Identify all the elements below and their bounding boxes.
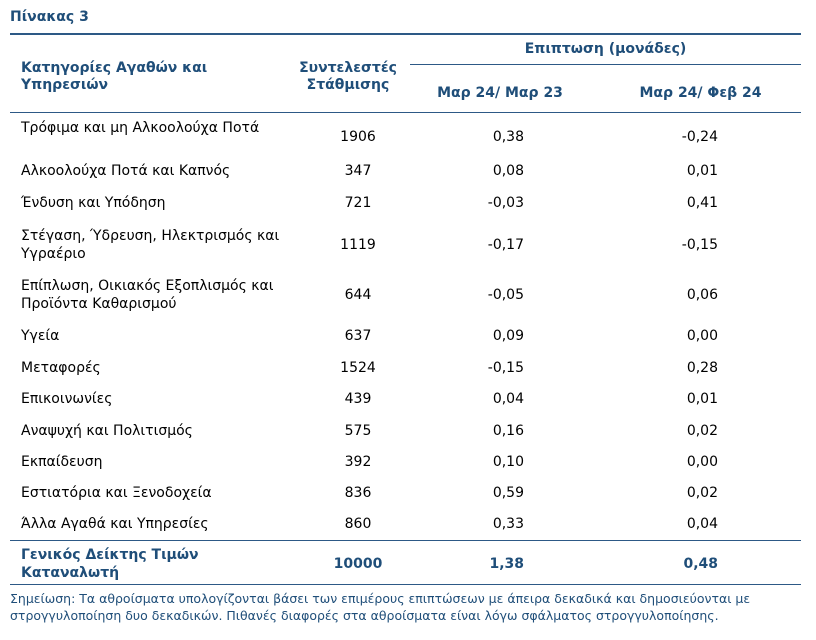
row-col-b: 0,01 xyxy=(686,391,718,407)
row-col-b: 0,02 xyxy=(686,485,718,501)
row-category: Επικοινωνίες xyxy=(21,391,113,407)
row-col-a: -0,17 xyxy=(487,237,524,253)
header-rule xyxy=(10,112,801,113)
row-weight: 644 xyxy=(344,287,372,303)
row-category: Αλκοολούχα Ποτά και Καπνός xyxy=(21,163,231,179)
footnote: Σημείωση: Τα αθροίσματα υπολογίζονται βά… xyxy=(10,591,751,623)
row-weight: 1906 xyxy=(340,129,376,145)
row-col-a: 0,10 xyxy=(492,454,524,470)
row-col-b: 0,01 xyxy=(686,163,718,179)
row-weight: 575 xyxy=(344,423,372,439)
header-weight: Συντελεστές Στάθμισης xyxy=(299,60,397,93)
row-col-a: 0,33 xyxy=(492,516,524,532)
row-category: Στέγαση, Ύδρευση, Ηλεκτρισμός και Υγραέρ… xyxy=(21,228,280,262)
row-col-b: 0,28 xyxy=(686,360,718,376)
row-col-b: 0,02 xyxy=(686,423,718,439)
impact-rule xyxy=(410,64,801,65)
row-col-b: 0,00 xyxy=(686,454,718,470)
row-category: Επίπλωση, Οικιακός Εξοπλισμός και Προϊόν… xyxy=(21,278,274,312)
row-col-a: -0,15 xyxy=(487,360,524,376)
row-col-a: -0,03 xyxy=(487,195,524,211)
header-col-b: Μαρ 24/ Φεβ 24 xyxy=(639,85,762,101)
row-category: Εστιατόρια και Ξενοδοχεία xyxy=(21,485,212,501)
row-category: Μεταφορές xyxy=(21,360,101,376)
row-weight: 439 xyxy=(344,391,372,407)
row-weight: 392 xyxy=(344,454,372,470)
row-weight: 637 xyxy=(344,328,372,344)
total-weight: 10000 xyxy=(333,556,383,572)
row-col-b: 0,04 xyxy=(686,516,718,532)
row-col-b: 0,00 xyxy=(686,328,718,344)
row-col-a: 0,59 xyxy=(492,485,524,501)
top-rule xyxy=(10,33,801,35)
row-col-b: 0,06 xyxy=(686,287,718,303)
row-col-a: 0,16 xyxy=(492,423,524,439)
row-category: Ένδυση και Υπόδηση xyxy=(21,195,166,211)
row-category: Τρόφιμα και μη Αλκοολούχα Ποτά xyxy=(21,120,260,136)
row-weight: 347 xyxy=(344,163,372,179)
total-col-a: 1,38 xyxy=(489,556,524,572)
row-col-a: -0,05 xyxy=(487,287,524,303)
total-col-b: 0,48 xyxy=(683,556,718,572)
table-title: Πίνακας 3 xyxy=(10,9,89,25)
row-weight: 860 xyxy=(344,516,372,532)
row-col-b: -0,15 xyxy=(681,237,718,253)
row-weight: 836 xyxy=(344,485,372,501)
row-col-a: 0,38 xyxy=(492,129,524,145)
row-col-b: -0,24 xyxy=(681,129,718,145)
header-category: Κατηγορίες Αγαθών και Υπηρεσιών xyxy=(21,60,208,93)
row-col-a: 0,09 xyxy=(492,328,524,344)
header-impact: Επιπτωση (μονάδες) xyxy=(524,41,687,57)
bottom-rule xyxy=(10,584,801,585)
header-col-a: Μαρ 24/ Μαρ 23 xyxy=(437,85,563,101)
row-weight: 1524 xyxy=(340,360,376,376)
row-weight: 721 xyxy=(344,195,372,211)
row-category: Υγεία xyxy=(21,328,60,344)
row-col-a: 0,08 xyxy=(492,163,524,179)
row-weight: 1119 xyxy=(340,237,376,253)
total-top-rule xyxy=(10,540,801,541)
row-col-b: 0,41 xyxy=(686,195,718,211)
row-category: Αναψυχή και Πολιτισμός xyxy=(21,423,193,439)
row-col-a: 0,04 xyxy=(492,391,524,407)
row-category: Άλλα Αγαθά και Υπηρεσίες xyxy=(21,516,209,532)
row-category: Εκπαίδευση xyxy=(21,454,103,470)
total-label: Γενικός Δείκτης Τιμών Καταναλωτή xyxy=(21,547,199,581)
